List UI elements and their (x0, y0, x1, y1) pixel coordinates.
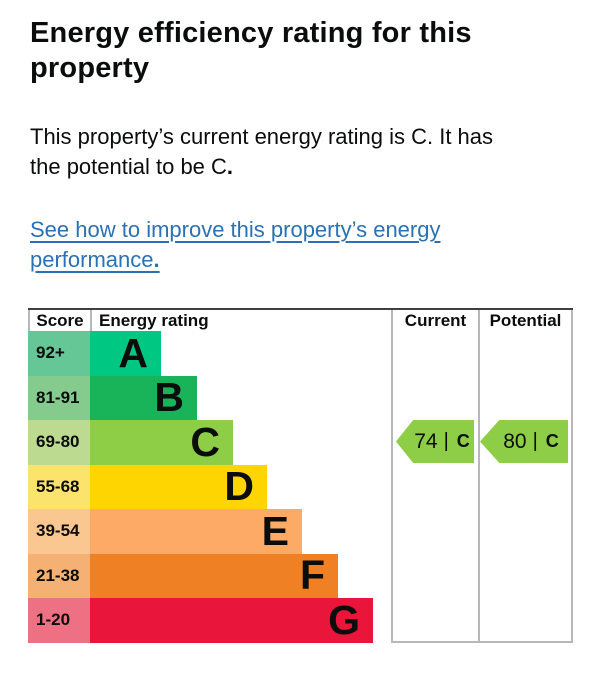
score-range-b: 81-91 (28, 375, 90, 420)
band-row-c: C (90, 420, 391, 465)
improve-link-line-1: See how to improve this property’s energ… (30, 217, 441, 242)
current-rating-divider: | (443, 430, 449, 452)
page-title-line-1: Energy efficiency rating for this (30, 17, 472, 49)
band-bar-e: E (90, 509, 302, 554)
improve-link-line-2: performance (30, 247, 154, 272)
score-range-a: 92+ (28, 331, 90, 376)
band-row-f: F (90, 552, 391, 599)
potential-rating-letter: C (545, 431, 559, 451)
current-rating-value: 74 (414, 429, 438, 453)
band-letter-e: E (261, 507, 289, 554)
band-bar-b: B (90, 374, 197, 421)
epc-page: Energy efficiency rating for this propert… (0, 16, 606, 643)
score-range-c: 69-80 (28, 420, 90, 465)
column-header-potential: Potential (478, 310, 573, 331)
band-row-a: A (90, 331, 391, 376)
band-letter-f: F (299, 552, 325, 599)
band-letter-c: C (190, 418, 220, 465)
score-range-e: 39-54 (28, 509, 90, 554)
page-title: Energy efficiency rating for this propert… (30, 16, 576, 86)
current-rating-letter: C (456, 431, 470, 451)
column-header-score: Score (28, 310, 90, 331)
intro-line-1: This property’s current energy rating is… (30, 124, 494, 149)
potential-rating-divider: | (532, 430, 538, 452)
improve-link-period: . (153, 247, 160, 272)
band-bar-f: F (90, 552, 338, 599)
band-row-g: G (90, 598, 391, 643)
column-header-current: Current (391, 310, 478, 331)
epc-rating-chart: Score Energy rating Current Potential 92… (28, 308, 573, 643)
band-row-e: E (90, 509, 391, 554)
score-range-f: 21-38 (28, 553, 90, 598)
band-row-b: B (90, 374, 391, 421)
score-range-g: 1-20 (28, 598, 90, 643)
current-rating-arrow: 74 | C (396, 420, 474, 463)
improve-performance-link[interactable]: See how to improve this property’s energ… (30, 217, 440, 272)
improve-link-wrap: See how to improve this property’s energ… (30, 215, 576, 275)
potential-column: 80 | C (478, 331, 573, 643)
potential-rating-arrow: 80 | C (480, 420, 568, 463)
current-column: 74 | C (391, 331, 478, 643)
page-title-line-2: property (30, 52, 150, 84)
band-letter-g: G (328, 596, 360, 643)
band-letter-d: D (224, 463, 254, 510)
band-bar-c: C (90, 420, 233, 465)
band-bar-g: G (90, 598, 373, 643)
score-range-d: 55-68 (28, 464, 90, 509)
band-row-d: D (90, 463, 391, 510)
intro-text: This property’s current energy rating is… (30, 122, 576, 182)
potential-rating-value: 80 (503, 429, 527, 453)
column-header-energy-rating: Energy rating (90, 310, 391, 331)
band-letter-b: B (154, 374, 184, 421)
band-letter-a: A (118, 329, 148, 376)
intro-period: . (226, 154, 234, 179)
band-bar-d: D (90, 463, 267, 510)
band-bar-a: A (90, 331, 161, 376)
intro-line-2: the potential to be C (30, 154, 227, 179)
